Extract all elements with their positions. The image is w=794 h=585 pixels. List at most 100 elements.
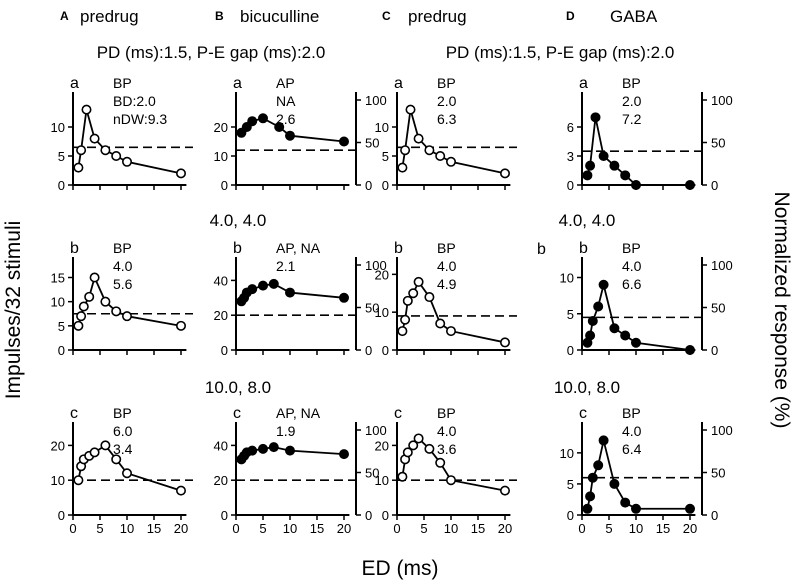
panel-a-a-data-point bbox=[100, 145, 111, 156]
panel-b-c-panel-letter: c bbox=[233, 405, 241, 422]
panel-a-b-annotation: BP bbox=[113, 240, 132, 256]
panel-d-c-annotation: BP bbox=[622, 405, 641, 421]
condition-label-row-c-left: 10.0, 8.0 bbox=[205, 378, 271, 397]
panel-c-b-data-point bbox=[499, 337, 510, 348]
panel-b-b-y-tick-label: 40 bbox=[214, 273, 228, 288]
x-label: ED (ms) bbox=[362, 557, 439, 580]
panel-d-a-y-tick-label: 6 bbox=[567, 120, 574, 135]
panel-c-a-y-tick-label: 0 bbox=[382, 178, 389, 193]
panel-a-a-data-point bbox=[76, 145, 87, 156]
panel-b-a-data-point bbox=[284, 130, 295, 141]
panel-d-a-data-point bbox=[609, 160, 620, 171]
panel-b-c-right-tick-label: 50 bbox=[365, 466, 379, 481]
panel-d-b-right-tick-label: 50 bbox=[711, 301, 725, 316]
panel-a-b-y-tick-label: 5 bbox=[58, 319, 65, 334]
panel-b-c-x-tick-label: 5 bbox=[259, 521, 266, 536]
panel-a-b-data-point bbox=[84, 291, 95, 302]
panel-d-c-right-tick-label: 0 bbox=[711, 508, 718, 523]
panel-c-b-y-tick-label: 20 bbox=[375, 267, 389, 282]
panel-a-a-data-point bbox=[89, 133, 100, 144]
panel-c-a-annotation: 2.0 bbox=[437, 93, 457, 109]
panel-c-c-y-tick-label: 10 bbox=[375, 473, 389, 488]
panel-a-c-x-tick-label: 10 bbox=[120, 521, 134, 536]
panel-b-a-right-tick-label: 100 bbox=[365, 93, 387, 108]
panel-b-c-x-tick-label: 10 bbox=[283, 521, 297, 536]
panel-d-c-x-tick-label: 5 bbox=[605, 521, 612, 536]
panel-c-a-data-point bbox=[435, 151, 446, 162]
panel-d-a-right-tick-label: 50 bbox=[711, 136, 725, 151]
panel-b-c-right-tick-label: 100 bbox=[365, 423, 387, 438]
panel-c-c-data-point bbox=[445, 475, 456, 486]
panel-d-a-data-point bbox=[598, 151, 609, 162]
panel-d-b-data-point bbox=[630, 337, 641, 348]
panel-a-c-data-point bbox=[89, 447, 100, 458]
panel-c-a-data-point bbox=[397, 162, 408, 173]
panel-b-c-annotation: AP, NA bbox=[276, 405, 321, 421]
panel-c-c-x-tick-label: 15 bbox=[471, 521, 485, 536]
panel-b-a-annotation: 2.6 bbox=[276, 111, 296, 127]
panel-c-c-data-point bbox=[424, 443, 435, 454]
panel-a-b-y-tick-label: 0 bbox=[58, 343, 65, 358]
panel-c-b-annotation: 4.0 bbox=[437, 258, 457, 274]
panel-b-b-data-point bbox=[338, 292, 349, 303]
panel-a-a-data-point bbox=[73, 162, 84, 173]
panel-b-c-y-tick-label: 40 bbox=[214, 438, 228, 453]
panel-a-a: 0 5 10 a BP BD:2.0 nDW:9.3 bbox=[51, 75, 193, 193]
panel-a-b-data-point bbox=[73, 320, 84, 331]
panel-d-c-data-point bbox=[593, 460, 604, 471]
panel-b-b-annotation: 2.1 bbox=[276, 258, 296, 274]
panel-a-a-data-point bbox=[176, 168, 187, 179]
panel-c-b: 0 10 20 b BP 4.0 4.9 bbox=[375, 240, 517, 358]
panel-b-c-x-tick-label: 0 bbox=[232, 521, 239, 536]
panel-a-c-data-point bbox=[100, 440, 111, 451]
panel-c-b-data-point bbox=[402, 295, 413, 306]
panel-b-a-y-tick-label: 10 bbox=[214, 149, 228, 164]
panel-b-c-data-point bbox=[284, 445, 295, 456]
panel-a-b-data-point bbox=[176, 320, 187, 331]
panel-d-b-data-point bbox=[587, 315, 598, 326]
panel-a-c-panel-letter: c bbox=[70, 405, 78, 422]
stray-panel-letter: b bbox=[537, 241, 546, 258]
column-title-a: predrug bbox=[80, 7, 139, 26]
panel-c-b-panel-letter: b bbox=[394, 240, 403, 257]
panel-c-b-data-point bbox=[408, 288, 419, 299]
panel-a-c-y-tick-label: 20 bbox=[51, 438, 65, 453]
panel-b-b-data-point bbox=[284, 287, 295, 298]
panel-a-b: 0 5 10 15 b BP 4.0 5.6 bbox=[51, 240, 193, 358]
panel-d-b-annotation: 6.6 bbox=[622, 276, 642, 292]
panel-d-b-panel-letter: b bbox=[579, 240, 588, 257]
panel-d-c-data-point bbox=[620, 497, 631, 508]
panel-d-a-data-point bbox=[630, 180, 641, 191]
panel-d-a-y-tick-label: 0 bbox=[567, 178, 574, 193]
panel-d-c-right-tick-label: 50 bbox=[711, 466, 725, 481]
panel-d-b-data-point bbox=[593, 301, 604, 312]
panel-a-b-y-tick-label: 15 bbox=[51, 271, 65, 286]
panel-c-c-y-tick-label: 0 bbox=[382, 508, 389, 523]
panel-c-a-data-point bbox=[499, 168, 510, 179]
condition-label-row-a-right: PD (ms):1.5, P-E gap (ms):2.0 bbox=[446, 43, 675, 62]
panel-a-c-annotation: 6.0 bbox=[113, 423, 133, 439]
panel-a-a-annotation: BP bbox=[113, 75, 132, 91]
column-letter-c: C bbox=[382, 9, 391, 23]
panel-d-c-x-tick-label: 20 bbox=[683, 521, 697, 536]
panel-c-a-annotation: 6.3 bbox=[437, 111, 457, 127]
panel-c-b-data-point bbox=[445, 326, 456, 337]
panel-c-c-x-tick-label: 10 bbox=[444, 521, 458, 536]
panel-d-a-data-point bbox=[620, 170, 631, 181]
panel-d-c-data-point bbox=[609, 478, 620, 489]
panel-d-b-right-tick-label: 100 bbox=[711, 258, 733, 273]
panel-d-a-y-tick-label: 3 bbox=[567, 149, 574, 164]
panel-b-a-data-point bbox=[257, 113, 268, 124]
panel-a-c-data-point bbox=[122, 468, 133, 479]
panel-b-b-data-point bbox=[247, 284, 258, 295]
panel-d-b-data-point bbox=[620, 330, 631, 341]
panel-a-b-panel-letter: b bbox=[70, 240, 79, 257]
panel-c-a-panel-letter: a bbox=[394, 75, 403, 92]
panel-a-b-y-tick-label: 10 bbox=[51, 295, 65, 310]
panel-d-c-data-point bbox=[684, 503, 695, 514]
panel-b-c-x-tick-label: 15 bbox=[310, 521, 324, 536]
panel-a-c-data-point bbox=[176, 485, 187, 496]
panel-a-b-data-point bbox=[89, 272, 100, 283]
